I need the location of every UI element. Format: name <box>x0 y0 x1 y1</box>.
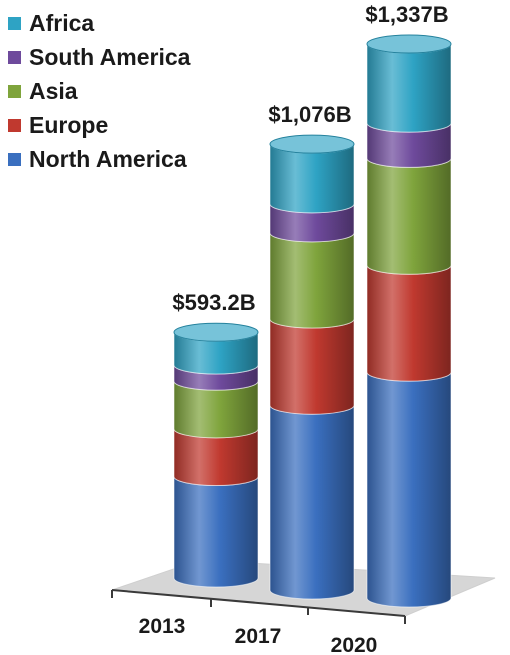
bar-cap-2017 <box>269 134 355 154</box>
bar-segment-2020-asia <box>366 158 452 275</box>
total-label-2017: $1,076B <box>268 102 351 127</box>
total-label-2020: $1,337B <box>365 2 448 27</box>
bar-segment-2017-asia <box>269 232 355 329</box>
legend-label-asia: Asia <box>29 77 78 104</box>
cylinders <box>173 34 452 608</box>
legend-item-north-america: North America <box>8 142 190 176</box>
bar-segment-2017-africa <box>269 144 355 214</box>
legend-label-europe: Europe <box>29 111 109 138</box>
bar-segment-2020-north-america <box>366 372 452 608</box>
chart-legend: Africa South America Asia Europe North Ameri… <box>8 6 190 176</box>
bar-cap-2013 <box>173 322 259 342</box>
bar-segment-2017-north-america <box>269 405 355 600</box>
bar-segment-2020-africa <box>366 43 452 133</box>
legend-swatch-asia <box>8 84 21 98</box>
legend-item-africa: Africa <box>8 6 190 40</box>
legend-item-europe: Europe <box>8 108 190 142</box>
bar-2017 <box>269 134 355 600</box>
legend-swatch-europe <box>8 118 21 132</box>
bar-segment-2013-north-america <box>173 476 259 588</box>
legend-swatch-africa <box>8 16 21 30</box>
legend-item-south-america: South America <box>8 40 190 74</box>
bar-segment-2017-europe <box>269 318 355 415</box>
total-label-2013: $593.2B <box>172 290 255 315</box>
bar-2020 <box>366 34 452 608</box>
category-label-2013: 2013 <box>139 615 186 638</box>
legend-label-south-america: South America <box>29 43 191 70</box>
legend-swatch-north-america <box>8 152 21 166</box>
bar-2013 <box>173 322 259 588</box>
bar-cap-2020 <box>366 34 452 54</box>
legend-label-africa: Africa <box>29 9 95 36</box>
bar-segment-2020-europe <box>366 265 452 382</box>
legend-label-north-america: North America <box>29 145 187 172</box>
category-label-2017: 2017 <box>235 625 282 648</box>
x-axis-line <box>111 589 406 617</box>
legend-item-asia: Asia <box>8 74 190 108</box>
legend-swatch-south-america <box>8 50 21 64</box>
chart-labels: $593.2B 2013 $1,076B 2017 $1,337B 2020 <box>139 2 449 655</box>
category-label-2020: 2020 <box>331 634 378 655</box>
